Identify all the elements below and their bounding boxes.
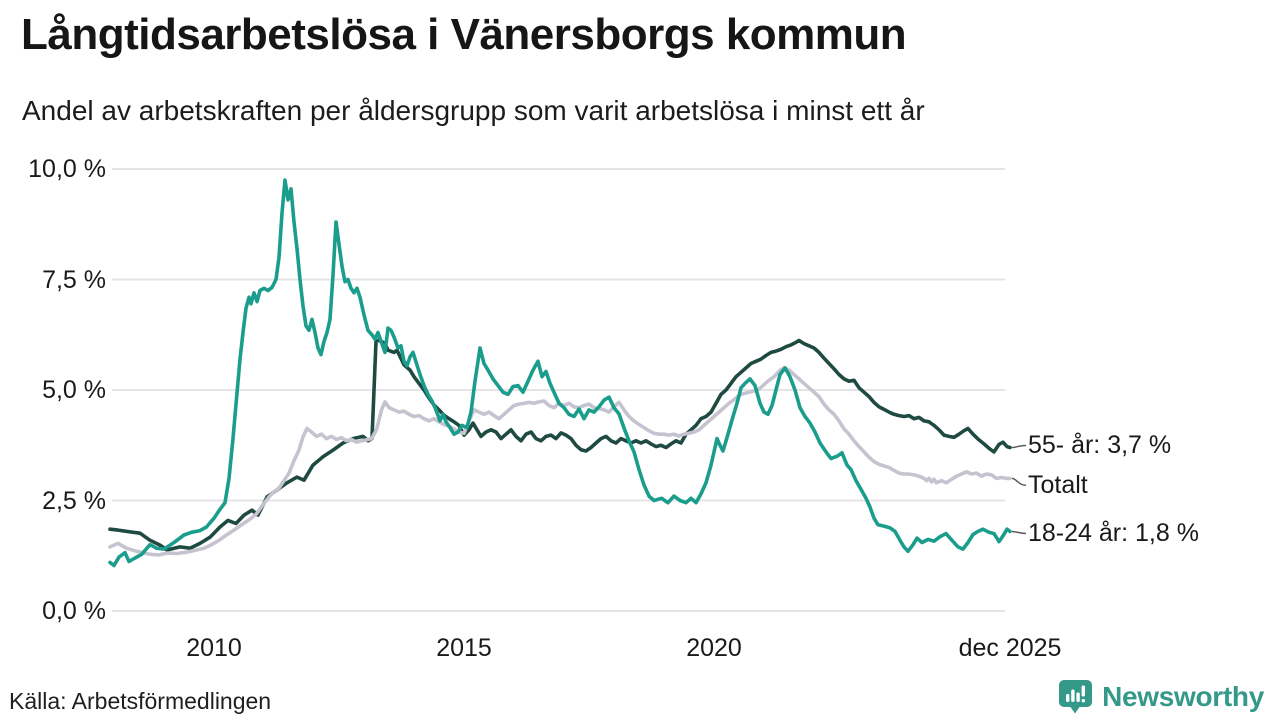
y-axis-tick-label: 7,5 % [42,265,106,294]
series-line-55-r [108,338,1012,552]
page-subtitle: Andel av arbetskraften per åldersgrupp s… [22,95,925,126]
series-end-label: 18-24 år: 1,8 % [1028,519,1199,548]
series-end-label: 55- år: 3,7 % [1028,431,1172,460]
y-axis-tick-label: 2,5 % [42,486,106,515]
y-axis-tick-label: 5,0 % [42,376,106,404]
series-line-totalt [108,366,1012,557]
series-end-label: Totalt [1028,471,1088,500]
logo-bubble-shape [1059,680,1093,714]
label-connector [1011,530,1027,535]
x-axis-tick-label: 2020 [686,634,742,662]
logo-bar-glyphs [1066,685,1086,703]
newsworthy-bubble-barchart-icon [1057,678,1094,716]
page-title: Långtidsarbetslösa i Vänersborgs kommun [21,10,907,59]
y-axis-tick-label: 10,0 % [28,155,106,183]
newsworthy-logo: Newsworthy [1057,678,1264,716]
x-axis-tick-label: dec 2025 [958,634,1062,662]
label-connector [1011,444,1027,449]
series-line-18-24-r [108,178,1012,568]
newsworthy-logo-text: Newsworthy [1102,681,1264,712]
y-axis-tick-label: 0,0 % [42,597,106,625]
label-connector [1011,477,1027,487]
x-axis-tick-label: 2010 [186,634,242,662]
x-axis-tick-label: 2015 [436,634,492,662]
source-attribution: Källa: Arbetsförmedlingen [9,688,272,714]
